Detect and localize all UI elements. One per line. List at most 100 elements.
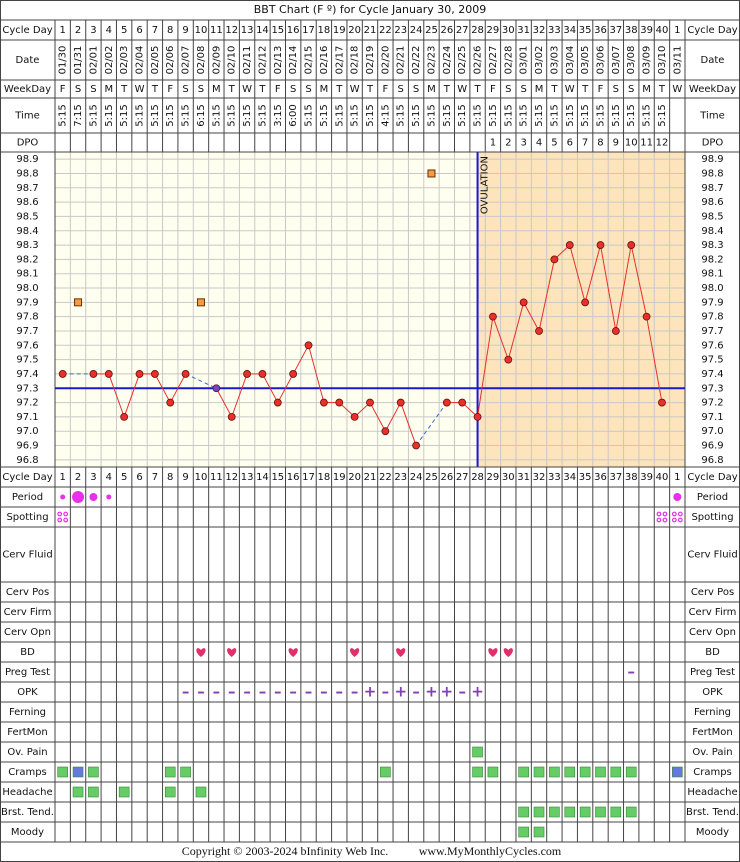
y-tick-label: 98.1 [16, 269, 38, 280]
symptom-mark [533, 826, 545, 838]
y-tick-label: 98.3 [701, 240, 723, 251]
temp-line [369, 402, 386, 432]
row-label: BD [705, 647, 720, 658]
date-label: 02/26 [473, 46, 484, 75]
time-label: 5:15 [150, 104, 161, 126]
y-tick-label: 98.6 [16, 197, 38, 208]
y-tick-label: 98.4 [16, 226, 38, 237]
date-label: 02/14 [288, 46, 299, 75]
spot-dot [656, 511, 662, 517]
cycle-day-label: 12 [225, 25, 238, 36]
date-label: 02/08 [196, 46, 207, 75]
time-label: 5:15 [257, 104, 268, 126]
temp-point [166, 398, 175, 407]
weekday-label: F [490, 84, 496, 95]
temp-line [308, 345, 325, 403]
y-tick-label: 98.1 [701, 269, 723, 280]
row-label: OPK [702, 687, 723, 698]
date-label: 02/15 [304, 46, 315, 75]
bd-heart [396, 648, 406, 657]
weekday-label: S [290, 84, 296, 95]
weekday-label: S [628, 84, 634, 95]
cycle-day-label: 17 [302, 25, 315, 36]
temp-line [277, 373, 294, 403]
weekday-label: T [443, 84, 451, 95]
symptom-mark [72, 766, 84, 778]
row-label: Cerv Firm [689, 607, 737, 618]
cycle-day-label: 5 [121, 25, 127, 36]
row-label: Cerv Firm [4, 607, 52, 618]
cycle-day-label: 31 [517, 25, 530, 36]
cycle-day-label: 39 [640, 472, 653, 483]
y-tick-label: 98.4 [701, 226, 723, 237]
temp-point [642, 312, 651, 321]
y-tick-label: 97.5 [701, 355, 723, 366]
cycle-day-label: 14 [256, 25, 269, 36]
date-label: 02/27 [488, 46, 499, 75]
cycle-day-label: 28 [471, 472, 484, 483]
temp-point-excluded [196, 298, 205, 307]
symptom-mark [610, 806, 622, 818]
temp-line [615, 244, 632, 332]
post-ovulation-area [477, 152, 685, 467]
spot-dot [63, 511, 69, 517]
date-label: 02/28 [503, 46, 514, 75]
cycle-day-label: 6 [136, 25, 142, 36]
time-label: 5:15 [350, 104, 361, 126]
time-label: 4:15 [380, 104, 391, 126]
weekday-label: M [642, 84, 651, 95]
cycle-day-label: 2 [75, 25, 81, 36]
spotting-mark [57, 511, 69, 523]
test-result: + [364, 683, 377, 701]
weekday-label: M [320, 84, 329, 95]
bd-heart [196, 648, 206, 657]
y-tick-label: 97.2 [16, 398, 38, 409]
symptom-mark [472, 746, 483, 758]
date-label: 02/19 [365, 46, 376, 75]
cycle-day-label: 15 [271, 25, 284, 36]
date-label: 03/05 [580, 46, 591, 75]
temp-point [489, 312, 497, 321]
test-result: + [394, 683, 407, 701]
spot-dot [677, 517, 683, 523]
time-label: 5:15 [503, 104, 514, 126]
date-label: 03/06 [595, 46, 606, 75]
y-tick-label: 96.9 [16, 441, 38, 452]
temp-line [477, 316, 494, 417]
time-label: 5:15 [181, 104, 192, 126]
date-label: 02/02 [104, 46, 115, 75]
time-label: 5:15 [595, 104, 606, 126]
time-label: 5:15 [334, 104, 345, 126]
date-label: 02/07 [181, 46, 192, 75]
temp-point [396, 398, 405, 407]
temp-point [181, 370, 190, 378]
row-label: Cerv Opn [4, 627, 51, 638]
time-label: 5:15 [426, 104, 437, 126]
temp-point [535, 327, 543, 335]
y-tick-label: 97.0 [16, 426, 38, 437]
weekday-label: W [457, 84, 467, 95]
date-label: 02/23 [426, 46, 437, 75]
row-label: Date [16, 55, 40, 66]
temp-point [658, 398, 666, 407]
time-label: 5:15 [135, 104, 146, 126]
y-tick-label: 98.5 [16, 211, 38, 222]
cycle-day-label: 5 [121, 472, 127, 483]
weekday-label: F [60, 84, 66, 95]
dpo-label: 12 [656, 138, 669, 149]
dpo-label: 8 [597, 138, 603, 149]
symptom-mark [625, 766, 637, 778]
cycle-day-label: 32 [533, 472, 546, 483]
temp-point [412, 441, 420, 450]
weekday-label: M [535, 84, 544, 95]
spot-dot [57, 517, 63, 523]
y-tick-label: 98.2 [701, 254, 723, 265]
weekday-label: S [520, 84, 526, 95]
time-label: 5:15 [119, 104, 130, 126]
date-label: 02/25 [457, 46, 468, 75]
y-tick-label: 98.7 [16, 183, 38, 194]
test-result: – [336, 683, 344, 701]
time-label: 5:15 [319, 104, 330, 126]
test-result: – [213, 683, 221, 701]
